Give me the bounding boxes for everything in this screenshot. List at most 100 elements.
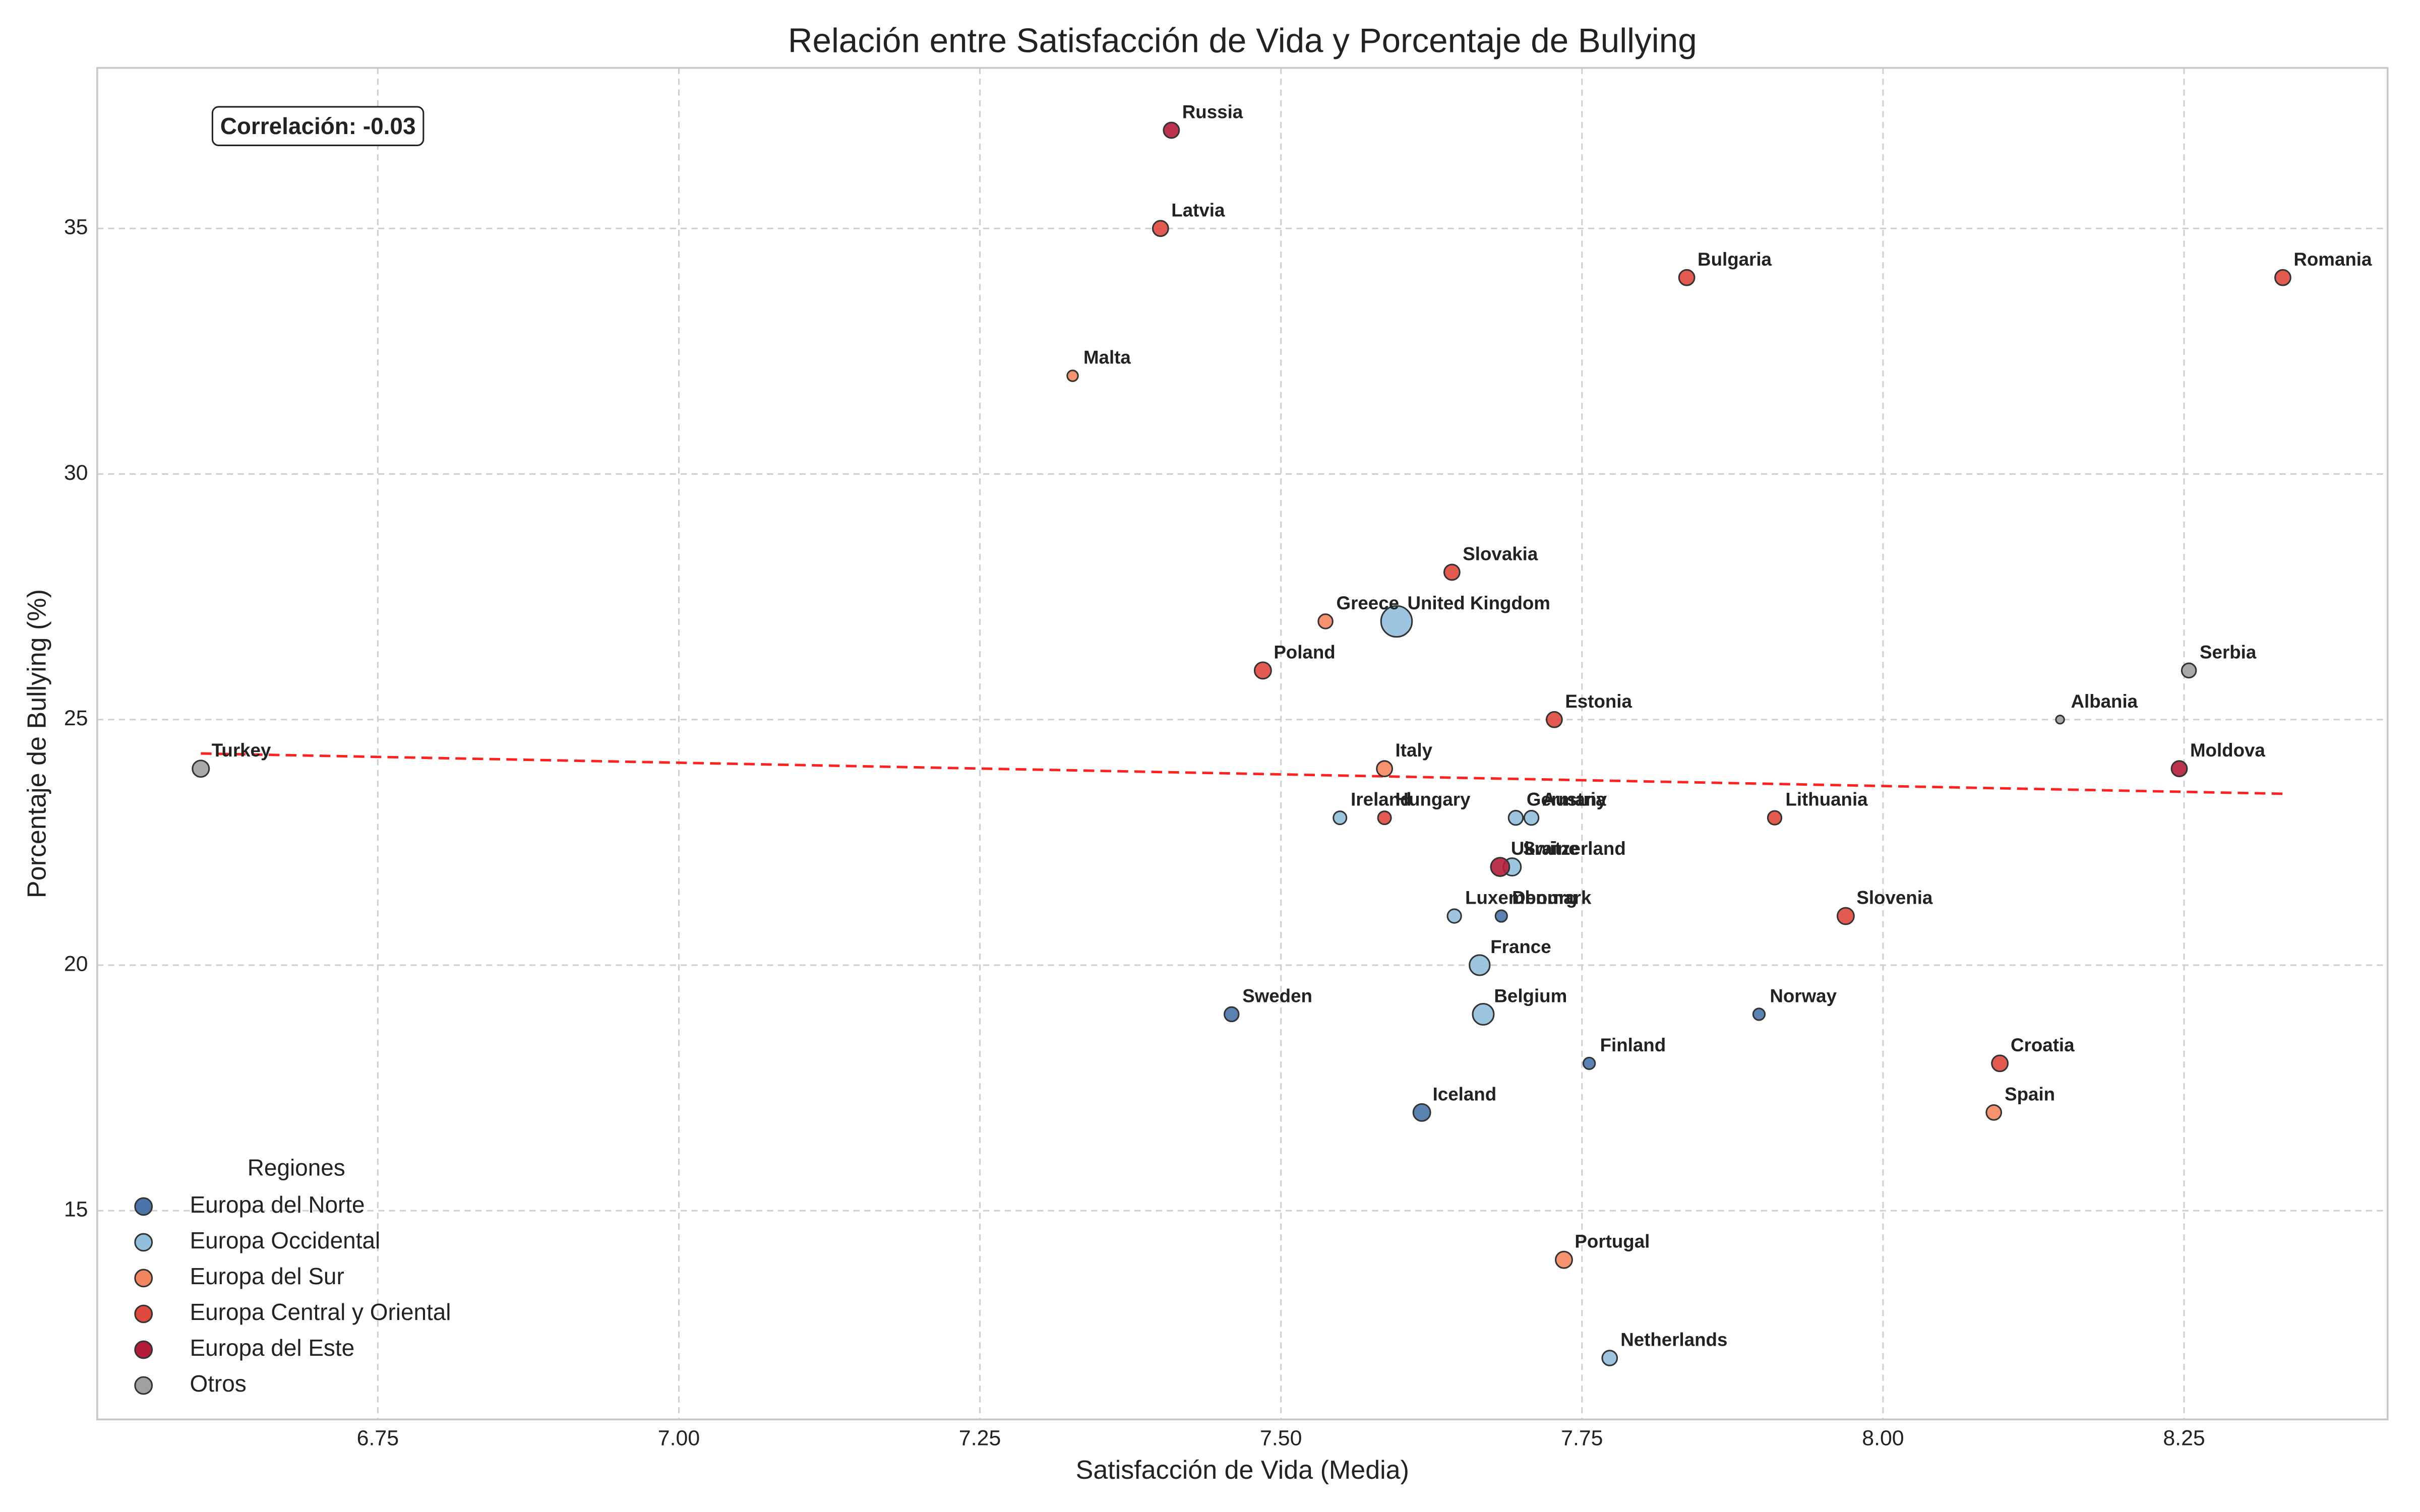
data-point [1377,810,1392,826]
point-label: Iceland [1433,1084,1497,1104]
x-axis-label: Satisfacción de Vida (Media) [1076,1456,1409,1485]
data-point [1333,810,1348,826]
point-label: Slovakia [1463,543,1538,564]
data-point [2274,269,2291,286]
data-point [1678,269,1696,286]
data-point [2170,760,2188,778]
data-point [1472,1002,1495,1026]
y-tick-label: 30 [64,461,88,485]
data-point [1767,810,1783,826]
legend-marker [134,1376,153,1395]
x-tick-label: 7.00 [658,1426,700,1450]
data-point [1066,369,1079,382]
data-point [192,760,210,778]
point-label: Portugal [1575,1231,1650,1252]
point-label: Finland [1600,1035,1666,1055]
chart-title: Relación entre Satisfacción de Vida y Po… [788,22,1697,59]
data-point [1507,809,1524,826]
data-point [1253,661,1272,680]
data-point [1317,613,1334,629]
legend-title: Regiones [248,1155,345,1181]
point-label: Turkey [212,740,271,761]
legend-label: Europa del Sur [190,1263,344,1289]
point-label: Estonia [1565,691,1632,712]
point-label: Latvia [1171,200,1225,220]
point-label: Ukraine [1511,838,1579,859]
x-tick-label: 8.25 [2163,1426,2205,1450]
annotation-box [211,106,425,146]
data-point [1446,908,1462,924]
legend-label: Europa del Este [190,1335,355,1361]
point-label: Malta [1083,347,1131,368]
point-label: Albania [2071,691,2138,712]
plot-frame [96,67,2389,1421]
data-point [1523,809,1540,826]
data-point [1152,220,1169,237]
point-label: United Kingdom [1407,593,1550,613]
data-point [1991,1054,2009,1073]
legend-marker [134,1304,153,1324]
point-label: Moldova [2190,740,2265,761]
data-point [1583,1056,1596,1070]
point-label: Germany [1527,789,1607,810]
point-label: Lithuania [1785,789,1868,810]
legend-marker [134,1197,153,1216]
point-label: Hungary [1396,789,1471,810]
point-label: Netherlands [1620,1330,1727,1350]
data-point [1490,857,1510,877]
point-label: Switzerland [1523,838,1626,859]
legend-label: Europa Occidental [190,1227,381,1253]
legend-label: Europa Central y Oriental [190,1299,451,1325]
data-point [1469,954,1491,976]
point-label: Slovenia [1856,888,1933,908]
y-tick-label: 25 [64,706,88,730]
y-tick-label: 35 [64,215,88,239]
x-tick-label: 7.75 [1561,1426,1603,1450]
point-label: Italy [1396,740,1433,761]
y-axis-label: Porcentaje de Bullying (%) [22,589,51,898]
data-point [1163,121,1180,139]
data-point [1376,760,1394,778]
point-label: Bulgaria [1698,249,1772,270]
point-label: France [1490,936,1551,957]
legend-label: Europa del Norte [190,1191,365,1218]
point-label: Ireland [1351,789,1411,810]
legend-marker [134,1233,153,1252]
trend-line [201,752,2283,795]
legend-marker [134,1269,153,1288]
legend-marker [134,1340,153,1359]
point-label: Croatia [2011,1035,2075,1055]
data-point [1443,563,1461,581]
point-label: Norway [1770,985,1837,1006]
data-point [1494,909,1508,923]
data-point [1555,1250,1573,1269]
data-point [1224,1006,1240,1023]
data-point [1985,1104,2003,1121]
point-label: Denmark [1512,888,1592,908]
data-point [1412,1103,1431,1122]
x-tick-label: 7.50 [1260,1426,1302,1450]
point-label: Belgium [1494,985,1567,1006]
data-point [1380,605,1413,638]
point-label: Sweden [1242,985,1312,1006]
point-label: Luxembourg [1465,888,1577,908]
data-point [1601,1350,1618,1366]
x-tick-label: 7.25 [959,1426,1001,1450]
data-point [1752,1007,1766,1021]
point-label: Greece [1337,593,1400,613]
data-point [2181,662,2197,679]
point-label: Poland [1274,642,1335,662]
annotation: Correlación: -0.03 [220,113,416,139]
data-point [2055,715,2065,725]
data-point [1836,907,1855,925]
x-tick-label: 6.75 [357,1426,399,1450]
point-label: Spain [2005,1084,2055,1104]
point-label: Romania [2293,249,2372,270]
data-point [1545,711,1563,728]
point-label: Serbia [2200,642,2257,662]
legend-label: Otros [190,1370,247,1397]
x-tick-label: 8.00 [1862,1426,1904,1450]
